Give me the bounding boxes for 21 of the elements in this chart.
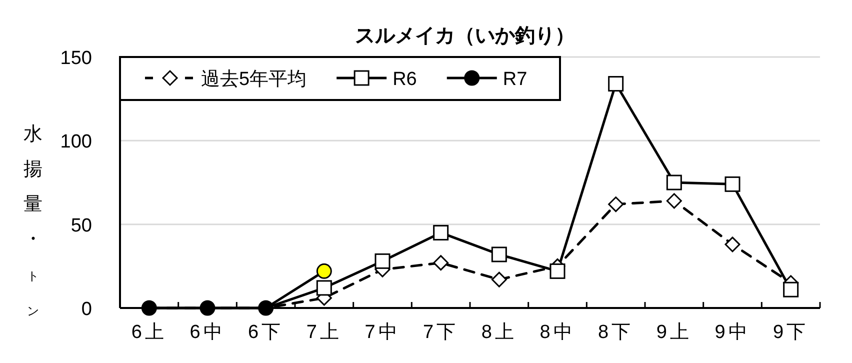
x-tick-label: 9中 bbox=[714, 322, 750, 343]
x-tick-label: 6中 bbox=[190, 322, 226, 343]
x-tick-label: 8上 bbox=[481, 322, 517, 343]
y-tick-label: 50 bbox=[70, 215, 92, 236]
x-tick-label: 7中 bbox=[364, 322, 400, 343]
y-tick-label: 150 bbox=[60, 48, 92, 69]
legend-label: 過去5年平均 bbox=[201, 69, 307, 90]
x-tick-label: 9上 bbox=[656, 322, 692, 343]
x-tick-label: 6上 bbox=[131, 322, 167, 343]
y-tick-label: 0 bbox=[81, 299, 92, 320]
legend-label: R7 bbox=[502, 69, 528, 90]
x-tick-label: 7下 bbox=[423, 322, 459, 343]
x-tick-label: 8中 bbox=[540, 322, 576, 343]
chart-title: スルメイカ（いか釣り） bbox=[355, 25, 575, 47]
text: 水揚量・トン bbox=[24, 124, 42, 318]
x-tick-label: 6下 bbox=[248, 322, 284, 343]
x-tick-label: 7上 bbox=[306, 322, 342, 343]
y-tick-label: 100 bbox=[60, 132, 92, 153]
legend-label: R6 bbox=[392, 69, 417, 90]
x-tick-label: 8下 bbox=[598, 322, 634, 343]
x-tick-label: 9下 bbox=[773, 322, 809, 343]
